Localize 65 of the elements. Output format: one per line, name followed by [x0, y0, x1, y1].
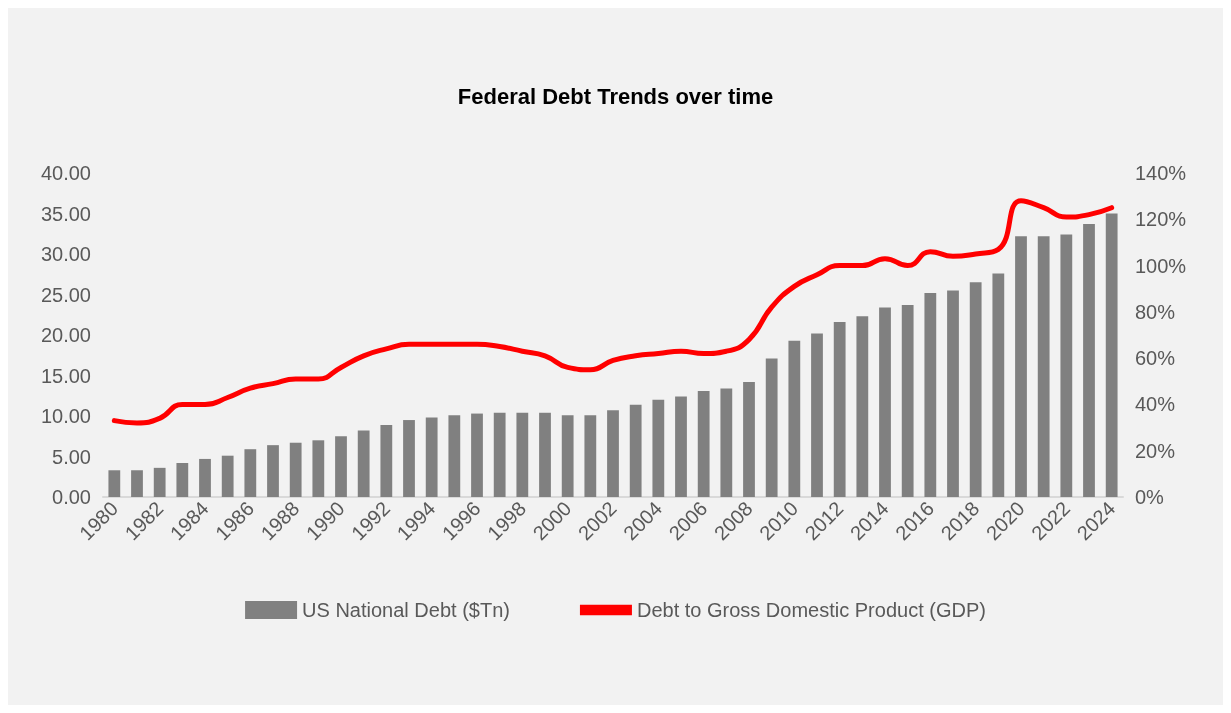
bar — [969, 282, 982, 497]
y-tick-label: 10.00 — [40, 405, 91, 427]
bar — [221, 455, 234, 497]
bar — [131, 470, 143, 497]
bar — [992, 273, 1005, 497]
bar — [1105, 213, 1118, 497]
bar — [901, 305, 914, 497]
bar — [516, 412, 529, 497]
y2-tick-label: 120% — [1135, 208, 1187, 231]
y-tick-label: 30.00 — [40, 243, 91, 265]
bar — [335, 436, 347, 497]
bar — [584, 415, 597, 497]
bar — [947, 290, 959, 497]
bar — [924, 292, 937, 497]
y-tick-label: 0.00 — [52, 486, 91, 508]
bar — [199, 458, 211, 497]
bar — [267, 445, 279, 497]
y-tick-label: 5.00 — [52, 445, 91, 468]
bar — [811, 333, 823, 497]
bar — [153, 467, 166, 497]
bar — [720, 388, 733, 497]
bar — [380, 424, 393, 497]
bar — [652, 399, 665, 497]
y2-tick-label: 0% — [1135, 486, 1165, 508]
bar — [493, 412, 506, 497]
y-tick-label: 40.00 — [40, 162, 91, 184]
bar — [765, 358, 778, 497]
bar — [675, 396, 687, 497]
y-tick-label: 15.00 — [40, 364, 91, 387]
bar — [1060, 234, 1073, 497]
y2-tick-label: 40% — [1135, 393, 1176, 416]
bar — [607, 410, 619, 497]
y-tick-label: 20.00 — [40, 324, 91, 346]
bar — [743, 381, 755, 497]
bar — [561, 415, 574, 497]
bar — [1037, 236, 1050, 497]
legend-label: US National Debt ($Tn) — [302, 599, 510, 621]
bar — [1015, 236, 1027, 497]
bar — [244, 449, 257, 497]
bar — [403, 420, 415, 497]
bar — [448, 415, 461, 497]
bar — [289, 442, 302, 497]
y2-tick-label: 80% — [1135, 300, 1176, 323]
bar — [425, 417, 438, 497]
bar — [108, 470, 121, 497]
bar — [697, 390, 710, 497]
bar — [879, 307, 891, 497]
chart-title: Federal Debt Trends over time — [457, 83, 774, 109]
bar — [471, 413, 483, 497]
bar — [539, 412, 551, 497]
y2-tick-label: 20% — [1135, 439, 1176, 462]
y-tick-label: 25.00 — [40, 283, 91, 306]
y-tick-label: 35.00 — [40, 202, 91, 225]
bar — [856, 316, 869, 497]
bar — [833, 322, 846, 497]
y2-tick-label: 60% — [1135, 347, 1176, 370]
bar — [176, 462, 189, 497]
bar — [357, 430, 370, 497]
bar — [1083, 224, 1095, 497]
bar — [788, 340, 801, 497]
bar — [312, 440, 325, 497]
bar — [629, 404, 642, 497]
y2-tick-label: 140% — [1135, 162, 1187, 184]
legend-label: Debt to Gross Domestic Product (GDP) — [636, 599, 986, 621]
y2-tick-label: 100% — [1135, 254, 1187, 277]
